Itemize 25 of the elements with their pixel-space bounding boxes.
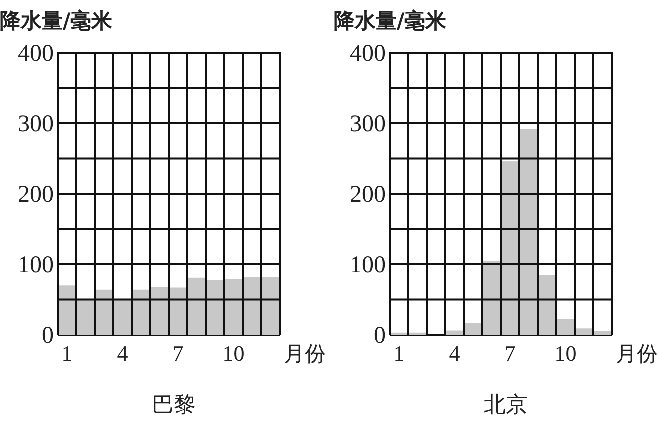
y-tick-label: 300 — [350, 112, 386, 138]
x-tick-label: 7 — [504, 341, 516, 366]
y-tick-label: 300 — [18, 112, 54, 138]
x-tick-label: 4 — [117, 341, 128, 366]
text: 巴黎 — [152, 393, 196, 418]
y-tick-label: 200 — [18, 182, 54, 208]
y-tick-label: 100 — [18, 252, 54, 278]
x-tick-label: 1 — [62, 341, 73, 366]
y-tick-label: 200 — [350, 182, 386, 208]
y-tick-label: 100 — [350, 252, 386, 278]
x-tick-label: 10 — [222, 341, 245, 366]
text: 北京 — [484, 393, 528, 418]
y-axis-title: 降水量/毫米 — [0, 9, 114, 33]
x-tick-label: 10 — [554, 341, 577, 366]
x-tick-label: 4 — [449, 341, 460, 366]
y-tick-label: 0 — [42, 323, 54, 349]
y-axis-title: 降水量/毫米 — [334, 9, 448, 33]
y-tick-label: 400 — [350, 41, 386, 67]
x-tick-label: 7 — [172, 341, 184, 366]
bar — [575, 328, 594, 335]
x-tick-label: 1 — [394, 341, 405, 366]
x-axis-title: 月份 — [284, 342, 326, 366]
x-axis-title: 月份 — [616, 342, 658, 366]
y-tick-label: 400 — [18, 41, 54, 67]
y-tick-label: 0 — [374, 323, 386, 349]
